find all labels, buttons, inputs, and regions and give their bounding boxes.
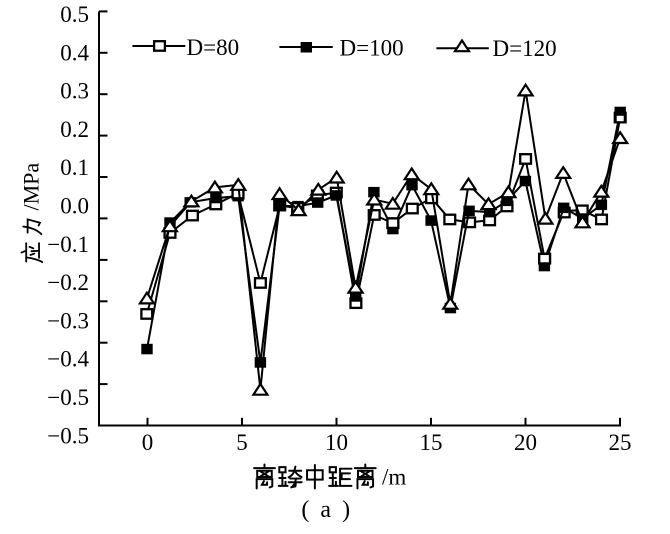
svg-text:−0.5: −0.5	[47, 423, 89, 448]
svg-text:D=100: D=100	[340, 36, 404, 61]
svg-text:0.4: 0.4	[60, 40, 89, 65]
svg-text:( a ): ( a )	[301, 497, 352, 523]
svg-text:0.3: 0.3	[60, 79, 89, 104]
svg-text:D=120: D=120	[493, 36, 557, 61]
svg-text:−0.2: −0.2	[47, 270, 89, 295]
svg-text:D=80: D=80	[187, 35, 240, 60]
svg-text:25: 25	[609, 430, 632, 455]
svg-text:20: 20	[514, 430, 537, 455]
svg-text:−0.5: −0.5	[47, 385, 89, 410]
svg-text:0.0: 0.0	[60, 194, 89, 219]
svg-text:0: 0	[142, 430, 154, 455]
svg-text:/MPa: /MPa	[19, 163, 44, 211]
svg-text:/m: /m	[382, 465, 406, 490]
svg-text:15: 15	[420, 430, 443, 455]
svg-text:0.5: 0.5	[60, 2, 89, 27]
svg-text:10: 10	[325, 430, 348, 455]
svg-text:−0.1: −0.1	[47, 232, 89, 257]
svg-text:5: 5	[236, 430, 248, 455]
svg-text:0.1: 0.1	[60, 155, 89, 180]
svg-text:−0.3: −0.3	[47, 308, 89, 333]
svg-text:−0.4: −0.4	[47, 347, 89, 372]
svg-text:0.2: 0.2	[60, 117, 89, 142]
